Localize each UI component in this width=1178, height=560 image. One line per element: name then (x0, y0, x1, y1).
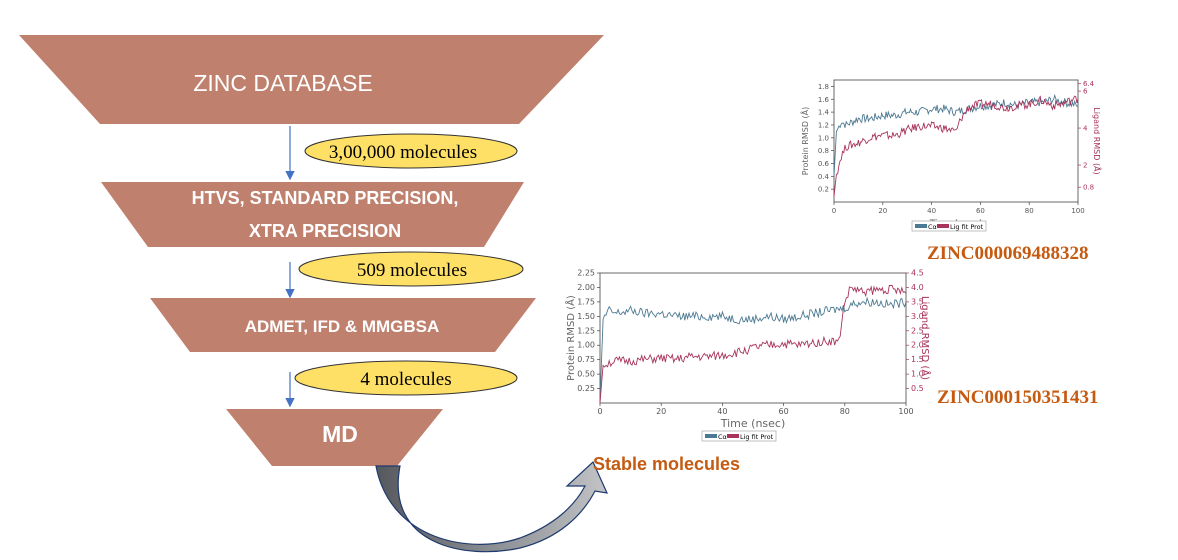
x-tick-label: 100 (1071, 207, 1084, 215)
y2-tick-label: 0.8 (1083, 184, 1094, 192)
y-tick-label: 0.75 (577, 355, 595, 364)
legend-label-protein: Cα (928, 223, 937, 231)
y2-tick-label: 4 (1083, 125, 1088, 133)
x-tick-label: 60 (976, 207, 985, 215)
y2-tick-label: 6 (1083, 88, 1088, 96)
funnel-label-docking-line2: XTRA PRECISION (249, 221, 401, 241)
funnel-label-md: MD (322, 421, 358, 447)
funnel-stage-md (226, 409, 443, 466)
count-oval-2 (298, 251, 524, 287)
y-tick-label: 1.0 (818, 134, 829, 142)
y2-tick-label: 2 (1083, 162, 1087, 170)
count-oval-3 (294, 360, 518, 396)
x-axis-label: Time (nsec) (720, 417, 786, 430)
plot-frame (599, 272, 907, 404)
x-tick-label: 40 (717, 407, 727, 416)
y2-axis-label: Ligand RMSD (Å) (1092, 107, 1103, 174)
x-tick-label: 20 (656, 407, 666, 416)
y-tick-label: 0.50 (577, 370, 595, 379)
rmsd-chart-1: 0 20 40 60 80 100 0.2 0.4 0.6 0.8 1.0 1.2 1.4 1.6 1.8 0… (799, 79, 1103, 232)
funnel-label-docking-line1: HTVS, STANDARD PRECISION, (192, 188, 459, 208)
funnel-label-zinc-database: ZINC DATABASE (193, 70, 372, 96)
y-tick-label: 1.6 (818, 96, 830, 104)
rmsd-chart-2: 0 20 40 60 80 100 0.25 0.50 0.75 1.00 1.25 1.50 1.75… (564, 269, 932, 442)
y-tick-label: 1.2 (818, 121, 829, 129)
y2-tick-label: 3.5 (911, 297, 924, 306)
y-tick-label: 2.25 (577, 269, 595, 278)
x-tick-label: 80 (840, 407, 850, 416)
legend-label-ligand: Lig fit Prot (950, 223, 984, 231)
legend-swatch-ligand (727, 434, 739, 438)
x-tick-label: 0 (597, 407, 602, 416)
y-tick-label: 0.2 (818, 186, 829, 194)
y2-tick-label: 4.5 (911, 269, 924, 278)
funnel-stage-admet (150, 298, 536, 352)
funnel-stage-zinc-database (19, 35, 604, 124)
legend-swatch-protein (705, 434, 717, 438)
y2-tick-label: 1.5 (911, 355, 924, 364)
y2-axis-label: Ligand RMSD (Å) (919, 296, 932, 380)
y2-tick-label: 6.4 (1083, 80, 1095, 88)
y-tick-label: 0.8 (818, 147, 829, 155)
legend-swatch-ligand (937, 224, 949, 228)
x-tick-label: 20 (878, 207, 887, 215)
compound-id-1: ZINC000069488328 (927, 243, 1089, 264)
series-line-ligand (599, 285, 907, 404)
y-tick-label: 1.75 (577, 297, 595, 306)
y2-tick-label: 4.0 (911, 283, 924, 292)
y-tick-label: 0.25 (577, 384, 595, 393)
curved-arrow (375, 460, 609, 553)
legend-label-protein: Cα (718, 433, 727, 441)
y-tick-label: 1.8 (818, 83, 829, 91)
x-tick-label: 60 (779, 407, 789, 416)
y2-tick-label: 2.0 (911, 341, 924, 350)
x-tick-label: 40 (927, 207, 936, 215)
x-tick-label: 80 (1025, 207, 1034, 215)
y2-tick-label: 0.5 (911, 384, 924, 393)
y-axis-label: Protein RMSD (Å) (799, 107, 810, 176)
stable-molecules-label: Stable molecules (593, 454, 740, 474)
legend-swatch-protein (915, 224, 927, 228)
count-label-3: 4 molecules (360, 369, 451, 390)
plot-frame (833, 79, 1079, 203)
y2-tick-label: 1.0 (911, 370, 924, 379)
y-tick-label: 0.4 (818, 173, 830, 181)
y-tick-label: 1.50 (577, 312, 595, 321)
series-line-protein (833, 93, 1079, 177)
x-tick-label: 0 (832, 207, 836, 215)
y-tick-label: 2.00 (577, 283, 595, 292)
y2-tick-label: 2.5 (911, 326, 924, 335)
y-tick-label: 1.00 (577, 341, 595, 350)
count-label-2: 509 molecules (357, 260, 467, 281)
y-tick-label: 0.6 (818, 160, 830, 168)
y2-tick-label: 3.0 (911, 312, 924, 321)
x-tick-label: 100 (898, 407, 913, 416)
compound-id-2: ZINC000150351431 (937, 387, 1099, 408)
legend-label-ligand: Lig fit Prot (740, 433, 774, 441)
y-axis-label: Protein RMSD (Å) (564, 295, 577, 381)
funnel-label-admet: ADMET, IFD & MMGBSA (245, 317, 440, 336)
series-line-protein (599, 296, 907, 404)
count-label-1: 3,00,000 molecules (329, 142, 477, 163)
count-oval-1 (304, 133, 518, 169)
funnel-stage-docking (101, 182, 524, 247)
series-line-ligand (833, 95, 1079, 197)
y-tick-label: 1.4 (818, 109, 830, 117)
y-tick-label: 1.25 (577, 326, 595, 335)
